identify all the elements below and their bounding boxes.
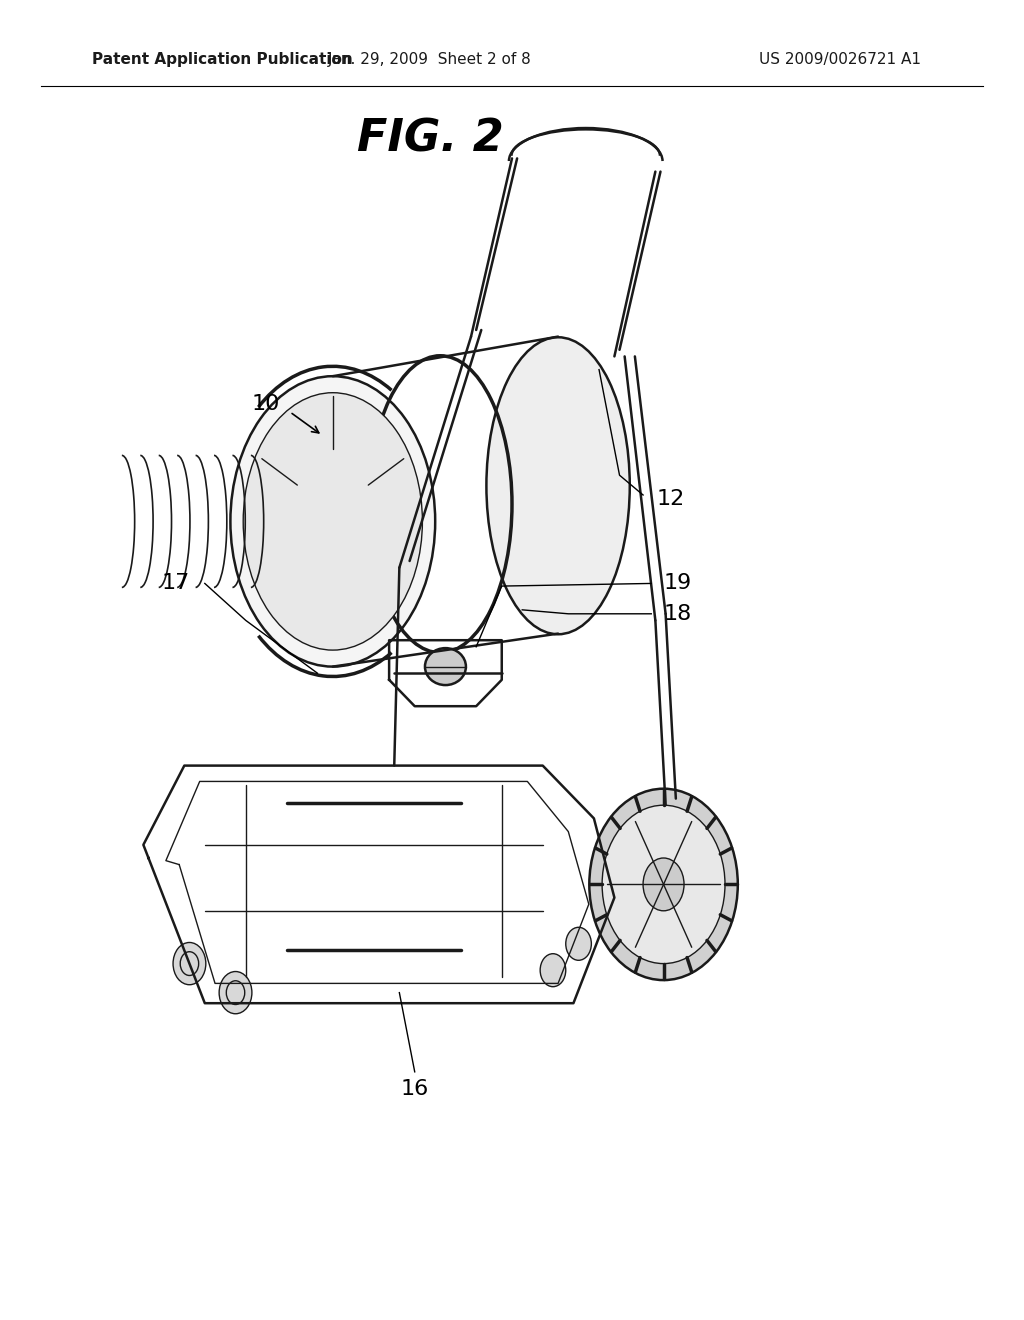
Text: Jan. 29, 2009  Sheet 2 of 8: Jan. 29, 2009 Sheet 2 of 8 <box>329 51 531 67</box>
Ellipse shape <box>425 648 466 685</box>
Ellipse shape <box>219 972 252 1014</box>
Text: 10: 10 <box>251 393 280 414</box>
Text: 12: 12 <box>656 488 685 510</box>
Ellipse shape <box>244 393 422 651</box>
Ellipse shape <box>173 942 206 985</box>
Text: US 2009/0026721 A1: US 2009/0026721 A1 <box>759 51 921 67</box>
Ellipse shape <box>643 858 684 911</box>
Ellipse shape <box>230 376 435 667</box>
Text: 18: 18 <box>664 603 692 624</box>
Text: 19: 19 <box>664 573 692 594</box>
Text: 16: 16 <box>400 1078 429 1100</box>
Ellipse shape <box>602 805 725 964</box>
Ellipse shape <box>541 953 565 987</box>
Ellipse shape <box>590 789 737 979</box>
Text: FIG. 2: FIG. 2 <box>356 117 504 160</box>
Ellipse shape <box>565 927 591 961</box>
Text: 17: 17 <box>161 573 189 594</box>
Text: Patent Application Publication: Patent Application Publication <box>92 51 353 67</box>
Ellipse shape <box>486 337 630 635</box>
